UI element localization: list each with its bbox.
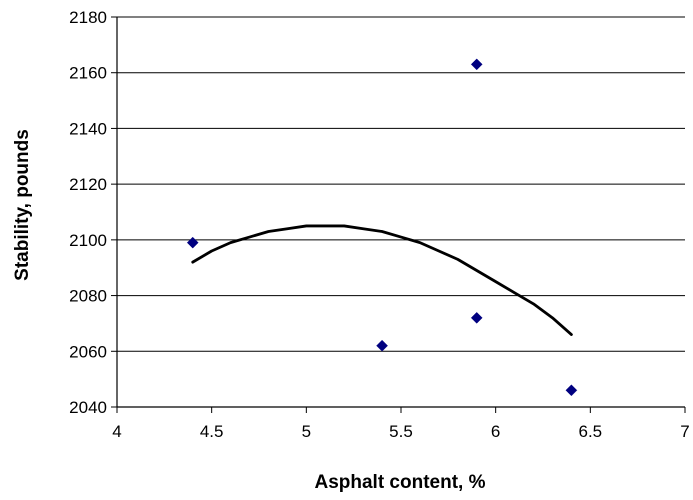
x-tick-label: 5.5 <box>389 422 413 441</box>
data-point-diamond <box>565 384 578 397</box>
axes <box>111 16 686 413</box>
x-axis-title: Asphalt content, % <box>314 472 485 493</box>
y-tick-label: 2120 <box>69 175 107 194</box>
gridlines <box>117 16 685 352</box>
y-tick-label: 2160 <box>69 64 107 83</box>
trendline-path <box>191 224 573 336</box>
y-tick-label: 2080 <box>69 287 107 306</box>
x-tick-label: 4 <box>112 422 121 441</box>
data-point-diamond <box>470 58 483 71</box>
x-tick-label: 6 <box>491 422 500 441</box>
data-points <box>186 58 578 397</box>
data-point-diamond <box>186 236 199 249</box>
y-tick-label: 2100 <box>69 231 107 250</box>
data-point-diamond <box>376 339 388 352</box>
x-tick-label: 4.5 <box>200 422 224 441</box>
y-tick-label: 2040 <box>69 398 107 417</box>
x-tick-label: 7 <box>680 422 689 441</box>
y-tick-label: 2140 <box>69 119 107 138</box>
y-tick-label: 2180 <box>69 8 107 27</box>
tick-labels: 2040 2060 2080 2100 2120 2140 2160 2180 4 4.5 5 5.5… <box>69 8 690 441</box>
y-axis-title: Stability, pounds <box>12 129 33 281</box>
x-tick-label: 5 <box>302 422 311 441</box>
x-tick-label: 6.5 <box>579 422 603 441</box>
trendline <box>191 224 573 336</box>
y-tick-label: 2060 <box>69 342 107 361</box>
data-point-diamond <box>470 312 483 324</box>
